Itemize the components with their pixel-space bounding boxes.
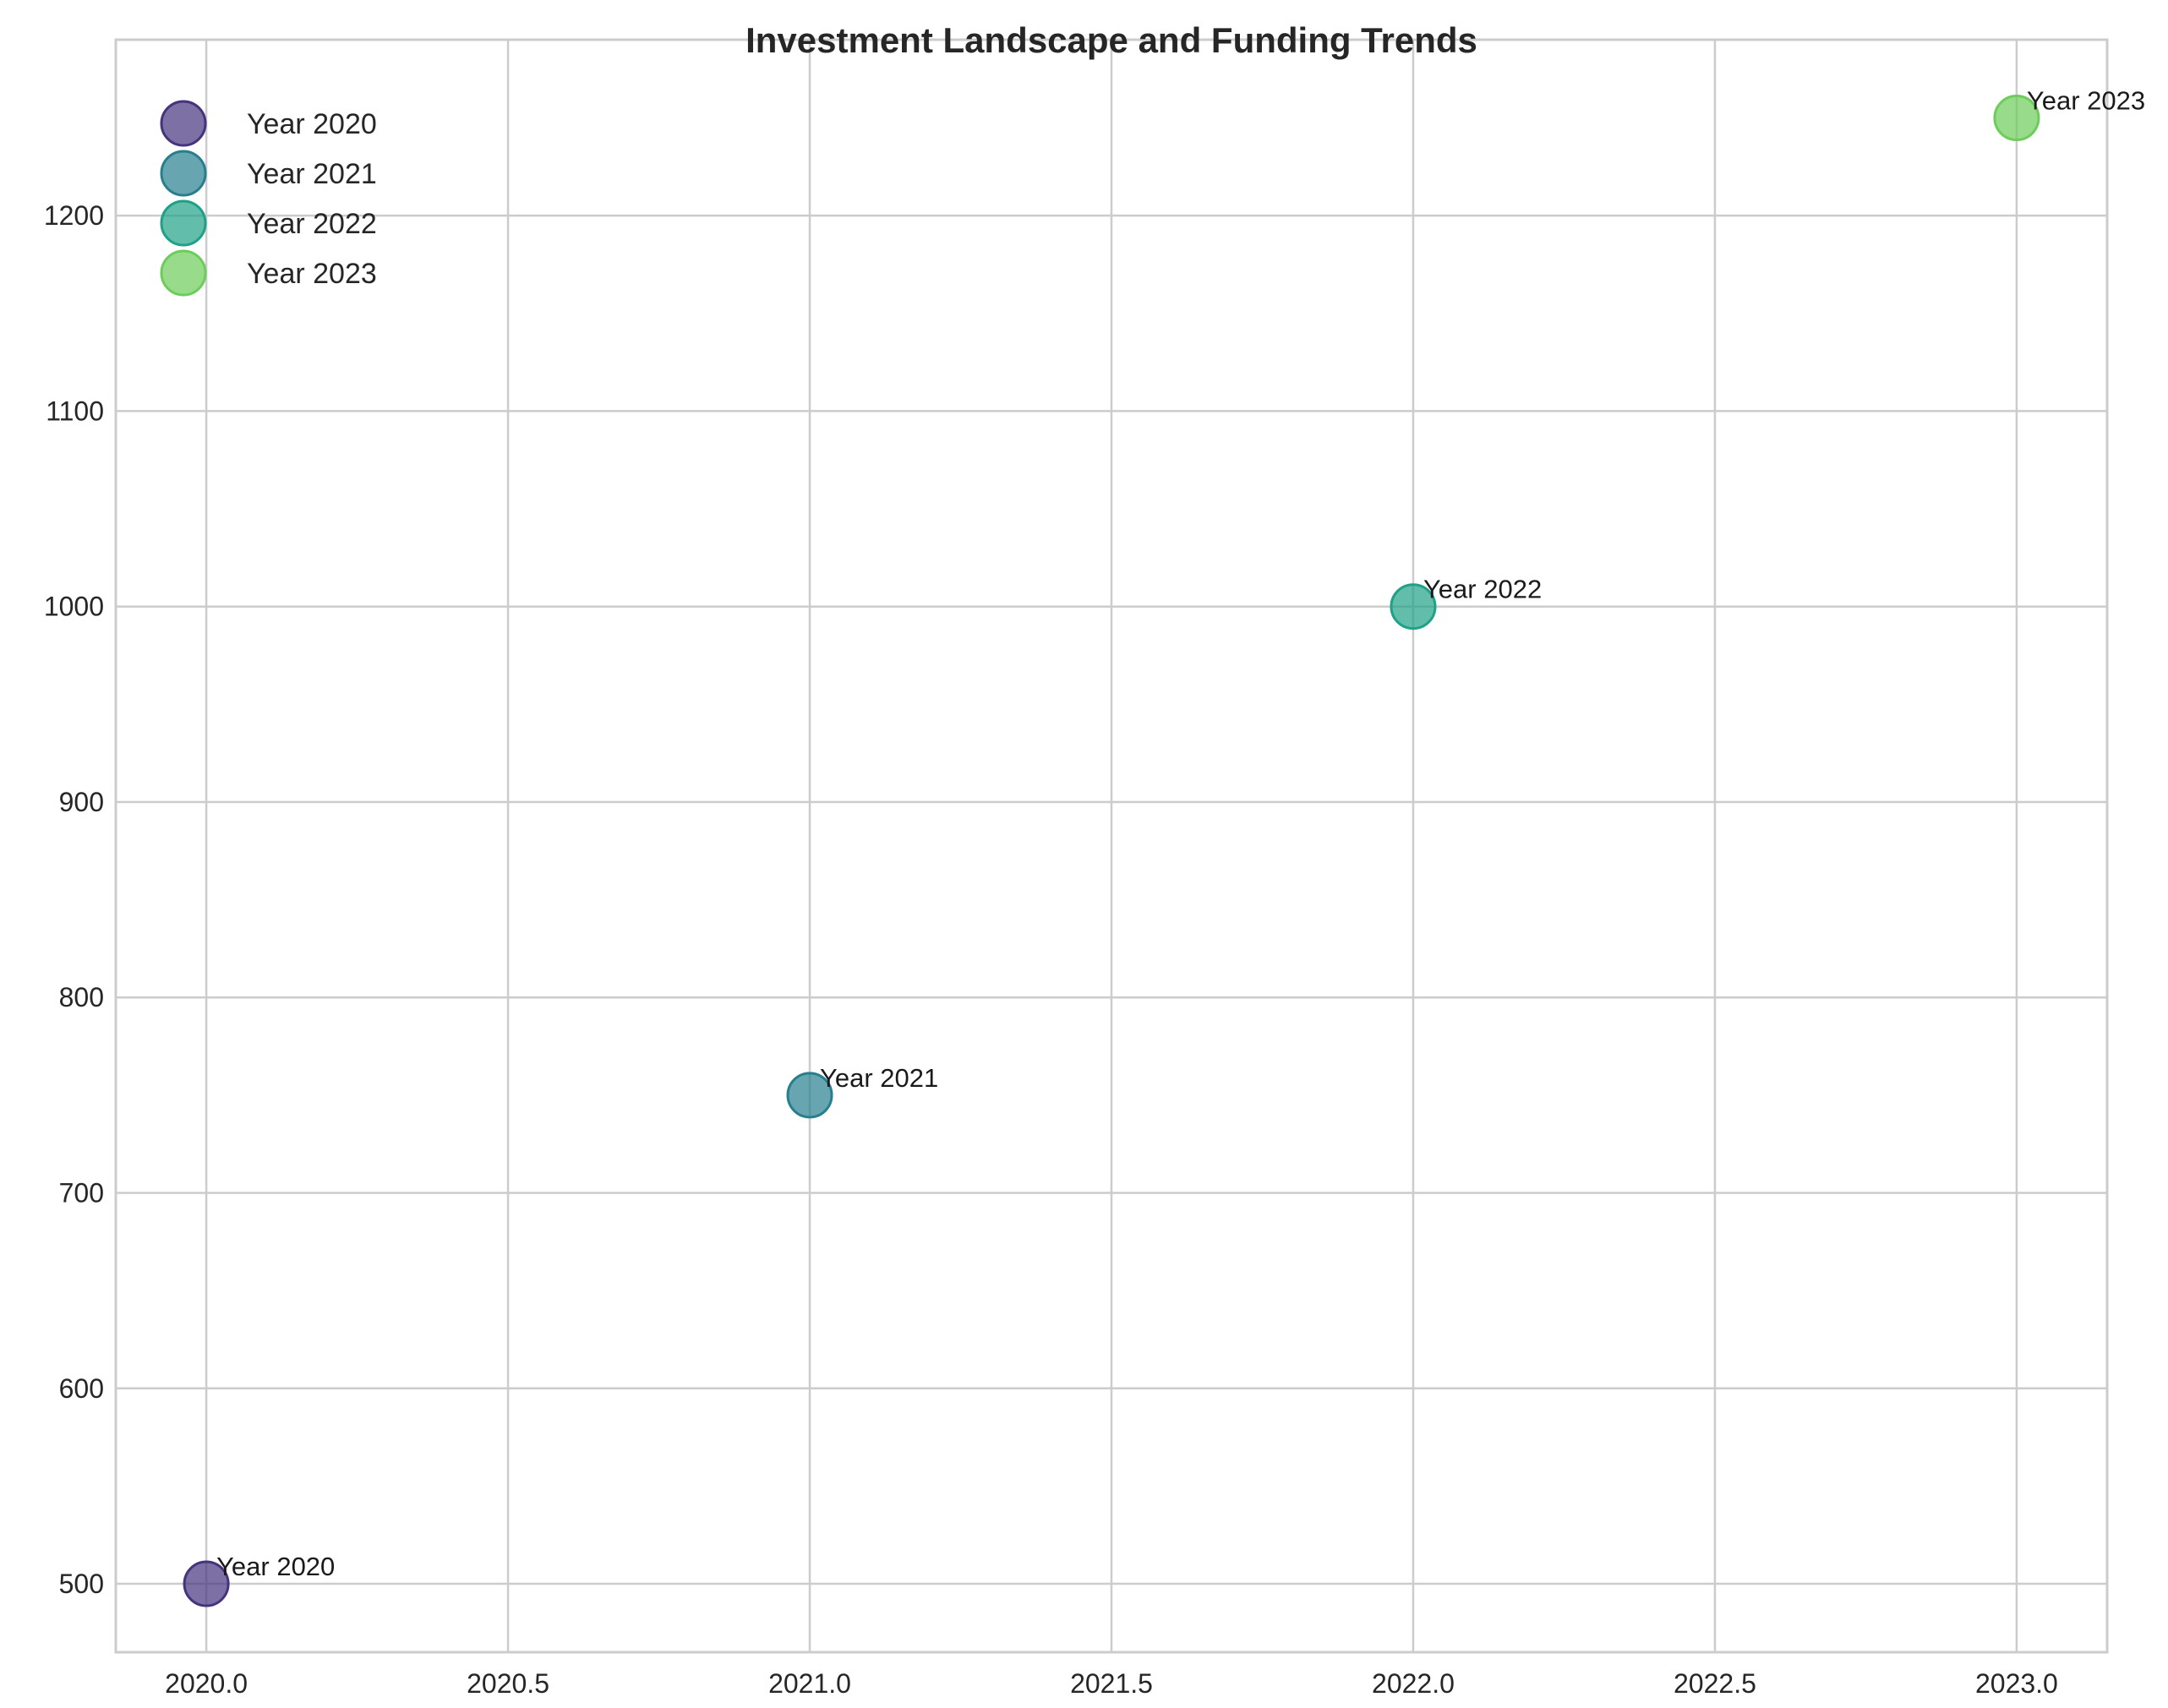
scatter-point <box>1390 583 1437 630</box>
y-tick-label: 700 <box>59 1178 104 1209</box>
x-tick-label: 2022.0 <box>1372 1668 1455 1699</box>
legend-label: Year 2021 <box>247 158 377 190</box>
y-tick-label: 600 <box>59 1373 104 1404</box>
legend-label: Year 2023 <box>247 258 377 290</box>
legend-marker <box>160 199 207 247</box>
point-annotation: Year 2021 <box>820 1063 938 1093</box>
legend-marker <box>160 249 207 297</box>
point-annotation: Year 2020 <box>216 1552 335 1581</box>
y-tick-label: 800 <box>59 982 104 1012</box>
data-points <box>183 95 2040 1607</box>
x-tick-label: 2022.5 <box>1674 1668 1756 1699</box>
x-tick-label: 2020.0 <box>165 1668 248 1699</box>
x-tick-label: 2023.0 <box>1975 1668 2058 1699</box>
y-tick-label: 1000 <box>44 592 104 622</box>
legend-marker <box>160 100 207 147</box>
x-tick-label: 2021.0 <box>768 1668 851 1699</box>
grid <box>116 40 2107 1652</box>
plot-frame <box>114 38 2109 1654</box>
chart-title: Investment Landscape and Funding Trends <box>745 20 1477 60</box>
legend-marker <box>160 150 207 197</box>
point-annotations: Year 2020 Year 2021 Year 2022 Year 2023 <box>216 86 2145 1582</box>
tick-labels: 2020.0 2020.5 2021.0 2021.5 2022.0 2022.5 2023… <box>44 200 2058 1699</box>
legend-label: Year 2020 <box>247 108 377 140</box>
legend: Year 2020 Year 2021 Year 2022 Year 2023 <box>160 100 377 297</box>
scatter-point <box>183 1560 230 1607</box>
point-annotation: Year 2022 <box>1423 575 1542 604</box>
scatter-point <box>1993 95 2040 142</box>
y-tick-label: 900 <box>59 787 104 817</box>
y-tick-label: 1100 <box>46 396 104 426</box>
scatter-point <box>786 1072 833 1119</box>
y-tick-label: 500 <box>59 1569 104 1599</box>
legend-label: Year 2022 <box>247 208 377 240</box>
point-annotation: Year 2023 <box>2027 86 2145 116</box>
x-tick-label: 2020.5 <box>467 1668 549 1699</box>
x-tick-label: 2021.5 <box>1070 1668 1153 1699</box>
y-tick-label: 1200 <box>44 200 104 231</box>
